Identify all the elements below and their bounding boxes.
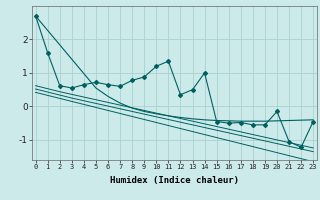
X-axis label: Humidex (Indice chaleur): Humidex (Indice chaleur)	[110, 176, 239, 185]
